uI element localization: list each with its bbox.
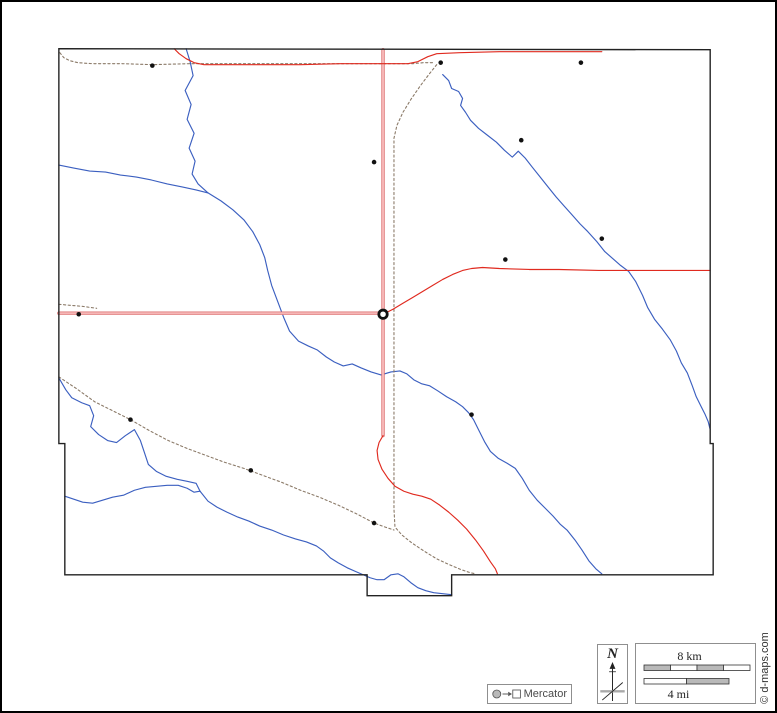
dotted-track — [58, 376, 395, 531]
river — [58, 377, 201, 492]
town-dot — [150, 63, 155, 68]
compass-rose-icon — [600, 662, 625, 702]
road — [376, 434, 498, 575]
river — [58, 164, 209, 194]
town-dot — [518, 137, 524, 143]
town-dot — [503, 257, 508, 262]
copyright-credit: © d-maps.com — [759, 632, 771, 704]
road — [382, 266, 711, 315]
river — [199, 490, 453, 596]
mercator-projection-icon — [492, 689, 521, 699]
dotted-track — [393, 64, 477, 575]
river — [64, 484, 201, 504]
scale-bar-mi — [643, 678, 730, 685]
road — [173, 48, 603, 66]
flat-map-square-icon — [512, 689, 521, 699]
river — [184, 48, 209, 194]
scale-km-label: 8 km — [677, 649, 702, 663]
town-dot — [128, 417, 133, 422]
north-label: N — [607, 646, 618, 662]
town-dot — [469, 412, 474, 417]
town-dot — [371, 159, 377, 165]
town-dot — [599, 236, 605, 241]
river — [442, 74, 711, 431]
globe-circle-icon — [492, 689, 502, 699]
north-box: N — [597, 644, 628, 704]
county-boundary — [58, 48, 714, 597]
town-dot — [76, 311, 82, 317]
scale-box: 8 km 4 mi — [635, 643, 756, 704]
river — [207, 192, 603, 575]
town-dot — [371, 520, 377, 526]
dotted-track — [59, 52, 436, 66]
projection-label: Mercator — [523, 687, 567, 700]
dotted-track — [58, 303, 98, 309]
town-dot — [438, 60, 443, 65]
town-dot — [248, 468, 254, 473]
scale-bar-km — [643, 664, 751, 671]
scale-mi-label: 4 mi — [667, 687, 690, 701]
projection-box: Mercator — [487, 684, 572, 704]
county-seat-marker — [377, 308, 389, 320]
town-dot — [578, 60, 584, 65]
arrow-head-icon — [508, 691, 513, 697]
scale-bars-icon — [643, 664, 751, 685]
